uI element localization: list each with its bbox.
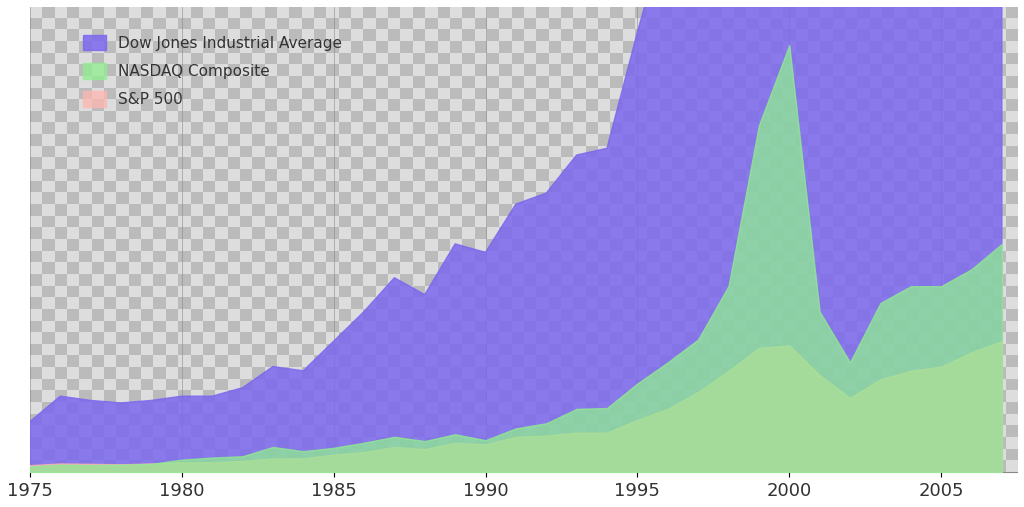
Legend: Dow Jones Industrial Average, NASDAQ Composite, S&P 500: Dow Jones Industrial Average, NASDAQ Com… bbox=[77, 28, 348, 113]
